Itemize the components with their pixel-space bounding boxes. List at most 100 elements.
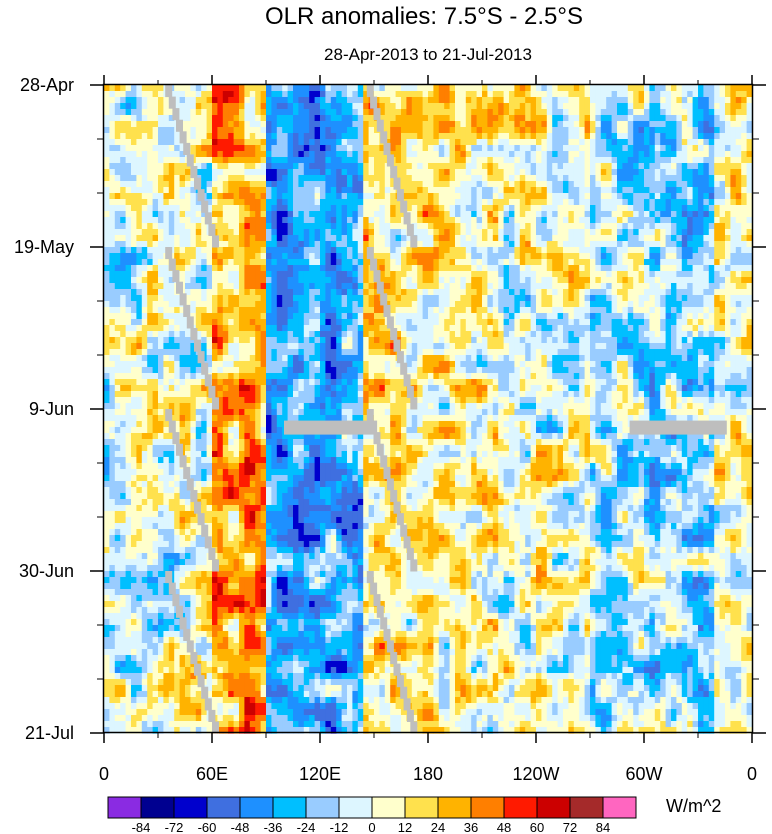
field-cell [271, 103, 277, 110]
field-cell [347, 121, 353, 128]
field-cell [444, 103, 450, 110]
field-cell [536, 169, 542, 176]
field-cell [385, 97, 391, 104]
field-cell [471, 295, 477, 302]
field-cell [115, 277, 121, 284]
field-cell [709, 109, 715, 116]
field-cell [374, 193, 380, 200]
field-cell [406, 265, 412, 272]
field-cell [698, 325, 704, 332]
field-cell [250, 145, 256, 152]
field-cell [293, 307, 299, 314]
field-cell [693, 85, 699, 92]
field-cell [698, 223, 704, 230]
field-cell [633, 85, 639, 92]
field-cell [331, 301, 337, 308]
field-cell [417, 175, 423, 182]
field-cell [633, 121, 639, 128]
field-cell [126, 91, 132, 98]
field-cell [536, 133, 542, 140]
field-cell [282, 199, 288, 206]
field-cell [531, 193, 537, 200]
field-cell [406, 133, 412, 140]
field-cell [747, 139, 753, 146]
field-cell [649, 139, 655, 146]
field-cell [309, 325, 315, 332]
field-cell [536, 217, 542, 224]
field-cell [255, 205, 261, 212]
field-cell [363, 97, 369, 104]
field-cell [714, 265, 720, 272]
field-cell [115, 91, 121, 98]
field-cell [201, 283, 207, 290]
field-cell [693, 121, 699, 128]
field-cell [228, 97, 234, 104]
field-cell [590, 91, 596, 98]
field-cell [428, 181, 434, 188]
field-cell [493, 187, 499, 194]
field-cell [428, 85, 434, 92]
field-cell [396, 253, 402, 260]
field-cell [120, 247, 126, 254]
field-cell [217, 193, 223, 200]
field-cell [228, 313, 234, 320]
field-cell [390, 229, 396, 236]
field-cell [331, 199, 337, 206]
field-cell [282, 97, 288, 104]
field-cell [579, 163, 585, 170]
field-cell [493, 91, 499, 98]
field-cell [541, 85, 547, 92]
field-cell [660, 277, 666, 284]
field-cell [147, 289, 153, 296]
field-cell [342, 187, 348, 194]
field-cell [288, 97, 294, 104]
field-cell [288, 163, 294, 170]
field-cell [136, 223, 142, 230]
field-cell [288, 199, 294, 206]
field-cell [741, 205, 747, 212]
field-cell [320, 181, 326, 188]
field-cell [390, 127, 396, 134]
field-cell [558, 325, 564, 332]
field-cell [126, 271, 132, 278]
field-cell [309, 301, 315, 308]
field-cell [558, 247, 564, 254]
field-cell [201, 157, 207, 164]
field-cell [228, 211, 234, 218]
field-cell [428, 247, 434, 254]
field-cell [633, 271, 639, 278]
field-cell [244, 229, 250, 236]
field-cell [342, 229, 348, 236]
field-cell [401, 181, 407, 188]
field-cell [325, 265, 331, 272]
field-cell [693, 169, 699, 176]
field-cell [417, 319, 423, 326]
field-cell [655, 247, 661, 254]
field-cell [423, 145, 429, 152]
field-cell [396, 301, 402, 308]
field-cell [725, 97, 731, 104]
field-cell [126, 283, 132, 290]
field-cell [147, 253, 153, 260]
field-cell [342, 133, 348, 140]
field-cell [471, 181, 477, 188]
field-cell [666, 319, 672, 326]
field-cell [714, 235, 720, 242]
field-cell [271, 109, 277, 116]
field-cell [649, 151, 655, 158]
field-cell [163, 109, 169, 116]
field-cell [601, 121, 607, 128]
field-cell [747, 283, 753, 290]
field-cell [509, 229, 515, 236]
field-cell [487, 265, 493, 272]
field-cell [228, 301, 234, 308]
field-cell [293, 223, 299, 230]
field-cell [255, 325, 261, 332]
field-cell [698, 139, 704, 146]
field-cell [115, 205, 121, 212]
field-cell [682, 115, 688, 122]
field-cell [509, 121, 515, 128]
field-cell [109, 331, 115, 338]
field-cell [212, 151, 218, 158]
field-cell [525, 205, 531, 212]
